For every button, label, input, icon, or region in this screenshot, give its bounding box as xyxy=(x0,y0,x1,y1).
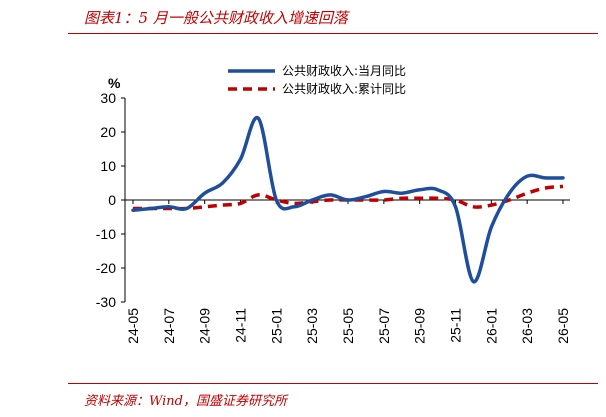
x-tick-label: 24-05 xyxy=(125,308,141,344)
x-tick-label: 26-05 xyxy=(555,308,571,344)
y-unit-label: % xyxy=(108,75,121,91)
legend-label-2: 公共财政收入:累计同比 xyxy=(282,82,406,96)
y-tick-label: 30 xyxy=(100,90,116,106)
x-tick-label: 25-11 xyxy=(448,308,464,343)
series-line-1 xyxy=(131,116,565,284)
legend-label-1: 公共财政收入:当月同比 xyxy=(282,64,406,78)
x-tick-label: 25-03 xyxy=(304,308,320,344)
x-tick-label: 25-05 xyxy=(340,308,356,344)
x-tick-label: 26-01 xyxy=(483,308,499,344)
x-tick-label: 25-09 xyxy=(412,308,428,344)
y-tick-label: 10 xyxy=(100,158,116,174)
y-tick-label: -30 xyxy=(96,294,116,310)
x-tick-label: 24-11 xyxy=(233,308,249,343)
y-tick-label: -10 xyxy=(96,226,116,242)
x-tick-label: 24-07 xyxy=(161,308,177,344)
source-rule xyxy=(68,383,598,384)
y-tick-label: 20 xyxy=(100,124,116,140)
x-tick-label: 25-01 xyxy=(268,308,284,344)
figure-title: 图表1：5 月一般公共财政收入增速回落 xyxy=(84,9,348,27)
y-tick-label: 0 xyxy=(108,192,116,208)
x-tick-label: 24-09 xyxy=(197,308,213,344)
title-rule xyxy=(68,33,598,34)
y-tick-label: -20 xyxy=(96,260,116,276)
x-tick-label: 26-03 xyxy=(519,308,535,344)
x-tick-label: 25-07 xyxy=(376,308,392,344)
figure-source: 资料来源：Wind，国盛证券研究所 xyxy=(84,394,287,409)
